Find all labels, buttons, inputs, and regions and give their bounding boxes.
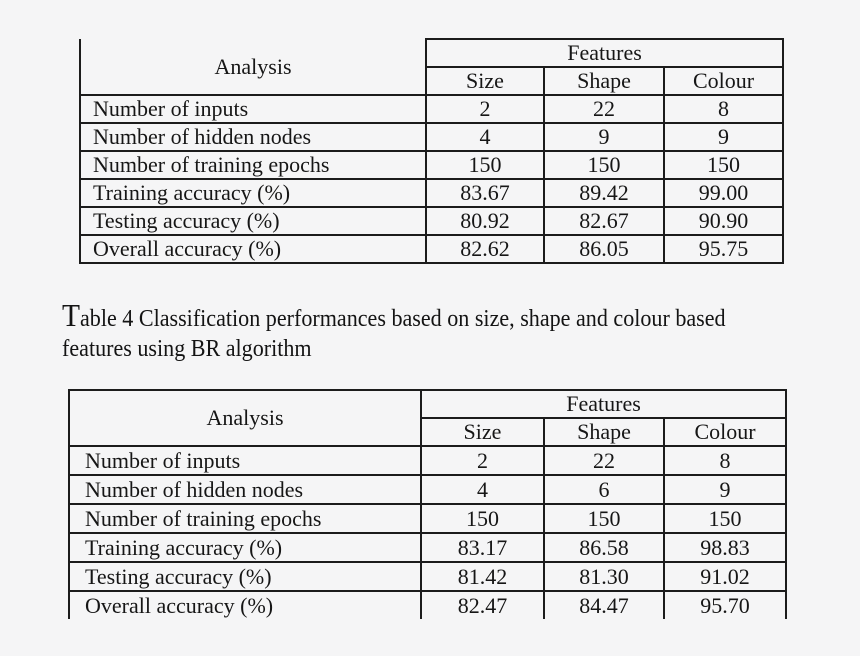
value-cell: 150 [543,150,665,180]
value-cell: 91.02 [662,561,788,592]
table-header-row: Analysis Features [79,38,785,96]
features-header-cell: Features [419,389,788,419]
value-cell: 9 [662,474,788,505]
row-label-cell: Testing accuracy (%) [79,206,427,236]
value-cell: 95.70 [662,590,788,619]
table-row: Number of inputs 2 22 8 [79,94,785,124]
value-cell: 90.90 [662,206,785,236]
value-cell: 84.47 [543,590,665,619]
table-header-row: Analysis Features [68,389,788,447]
column-header-shape: Shape [543,66,665,96]
row-label-cell: Testing accuracy (%) [68,561,422,592]
table-row: Training accuracy (%) 83.67 89.42 99.00 [79,178,785,208]
value-cell: 89.42 [543,178,665,208]
value-cell: 8 [662,94,785,124]
analysis-header-cell: Analysis [68,389,422,447]
table-row: Number of training epochs 150 150 150 [79,150,785,180]
table-row: Overall accuracy (%) 82.47 84.47 95.70 [68,590,788,619]
value-cell: 2 [425,94,545,124]
table-row: Testing accuracy (%) 80.92 82.67 90.90 [79,206,785,236]
value-cell: 86.05 [543,234,665,264]
column-header-colour: Colour [662,417,788,447]
value-cell: 4 [420,474,545,505]
table-row: Number of hidden nodes 4 9 9 [79,122,785,152]
value-cell: 150 [420,503,545,534]
value-cell: 82.62 [425,234,545,264]
value-cell: 82.47 [420,590,545,619]
column-header-colour: Colour [662,66,785,96]
value-cell: 150 [543,503,665,534]
value-cell: 22 [543,445,665,476]
table-subheader-row: Size Shape Colour [69,417,788,447]
column-header-shape: Shape [543,417,665,447]
table-row: Overall accuracy (%) 82.62 86.05 95.75 [79,234,785,264]
bottom-results-table: Analysis Features Size Shape Colour Numb… [68,389,788,619]
table-row: Number of training epochs 150 150 150 [68,503,788,534]
row-label-cell: Number of hidden nodes [68,474,422,505]
value-cell: 150 [662,150,785,180]
value-cell: 82.67 [543,206,665,236]
value-cell: 9 [662,122,785,152]
table-4-caption: Table 4 Classification performances base… [62,297,853,365]
caption-line-2: features using BR algorithm [62,336,312,362]
value-cell: 80.92 [425,206,545,236]
features-header-cell: Features [424,38,785,68]
value-cell: 98.83 [662,532,788,563]
column-header-size: Size [425,66,545,96]
row-label-cell: Training accuracy (%) [79,178,427,208]
value-cell: 95.75 [662,234,785,264]
value-cell: 81.42 [420,561,545,592]
row-label-cell: Number of inputs [68,445,422,476]
row-label-cell: Number of hidden nodes [79,122,427,152]
caption-line-1: Table 4 Classification performances base… [62,297,726,333]
value-cell: 8 [662,445,788,476]
value-cell: 22 [543,94,665,124]
value-cell: 83.17 [420,532,545,563]
value-cell: 83.67 [425,178,545,208]
analysis-header-cell: Analysis [79,39,427,96]
table-subheader-row: Size Shape Colour [80,66,785,96]
row-label-cell: Number of training epochs [68,503,422,534]
value-cell: 6 [543,474,665,505]
row-label-cell: Overall accuracy (%) [79,234,427,264]
row-label-cell: Training accuracy (%) [68,532,422,563]
table-row: Number of inputs 2 22 8 [68,445,788,476]
top-results-table: Analysis Features Size Shape Colour Numb… [79,38,785,264]
row-label-cell: Number of training epochs [79,150,427,180]
table-row: Training accuracy (%) 83.17 86.58 98.83 [68,532,788,563]
value-cell: 2 [420,445,545,476]
table-row: Number of hidden nodes 4 6 9 [68,474,788,505]
value-cell: 86.58 [543,532,665,563]
row-label-cell: Overall accuracy (%) [68,590,422,619]
value-cell: 99.00 [662,178,785,208]
column-header-size: Size [420,417,545,447]
value-cell: 81.30 [543,561,665,592]
row-label-cell: Number of inputs [79,94,427,124]
value-cell: 9 [543,122,665,152]
value-cell: 150 [662,503,788,534]
value-cell: 150 [425,150,545,180]
value-cell: 4 [425,122,545,152]
table-row: Testing accuracy (%) 81.42 81.30 91.02 [68,561,788,592]
